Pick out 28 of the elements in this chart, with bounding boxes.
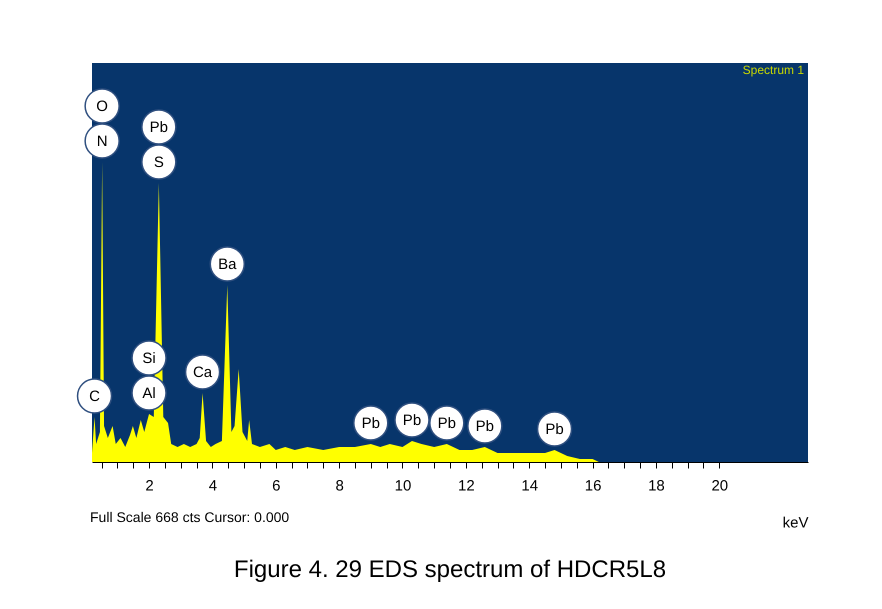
text: O: [96, 98, 108, 115]
annotation: Ca: [192, 364, 213, 381]
annotation: Si: [142, 350, 156, 367]
text: Spectrum 1: [742, 63, 804, 77]
annotation: Pb: [362, 415, 380, 432]
x-tick-label: 4: [208, 478, 218, 494]
x-tick-label: 2: [145, 478, 154, 494]
x-tick-label: 14: [521, 478, 538, 494]
x-axis-title: keV: [782, 514, 808, 532]
x-tick-label: 8: [335, 478, 344, 494]
x-tick-label: 16: [584, 478, 602, 494]
annotation: Ba: [218, 256, 238, 273]
annotation: Pb: [402, 412, 422, 429]
text: Full Scale 668 cts Cursor: 0.000: [90, 509, 290, 525]
x-tick-label: 6: [272, 478, 280, 494]
annotation: Al: [142, 385, 156, 402]
annotation: N: [96, 133, 108, 150]
x-tick-label: 20: [711, 478, 728, 494]
text: Figure 4. 29 EDS spectrum of HDCR5L8: [234, 556, 666, 583]
annotation: C: [89, 388, 100, 405]
annotation: Pb: [476, 418, 494, 435]
annotation: S: [154, 154, 164, 171]
x-tick-label: 18: [648, 478, 665, 494]
x-tick-label: 10: [394, 478, 412, 494]
text: Pb: [150, 119, 168, 136]
annotation: Pb: [438, 415, 456, 432]
x-tick-label: 12: [458, 478, 475, 494]
annotation: Pb: [545, 421, 564, 438]
